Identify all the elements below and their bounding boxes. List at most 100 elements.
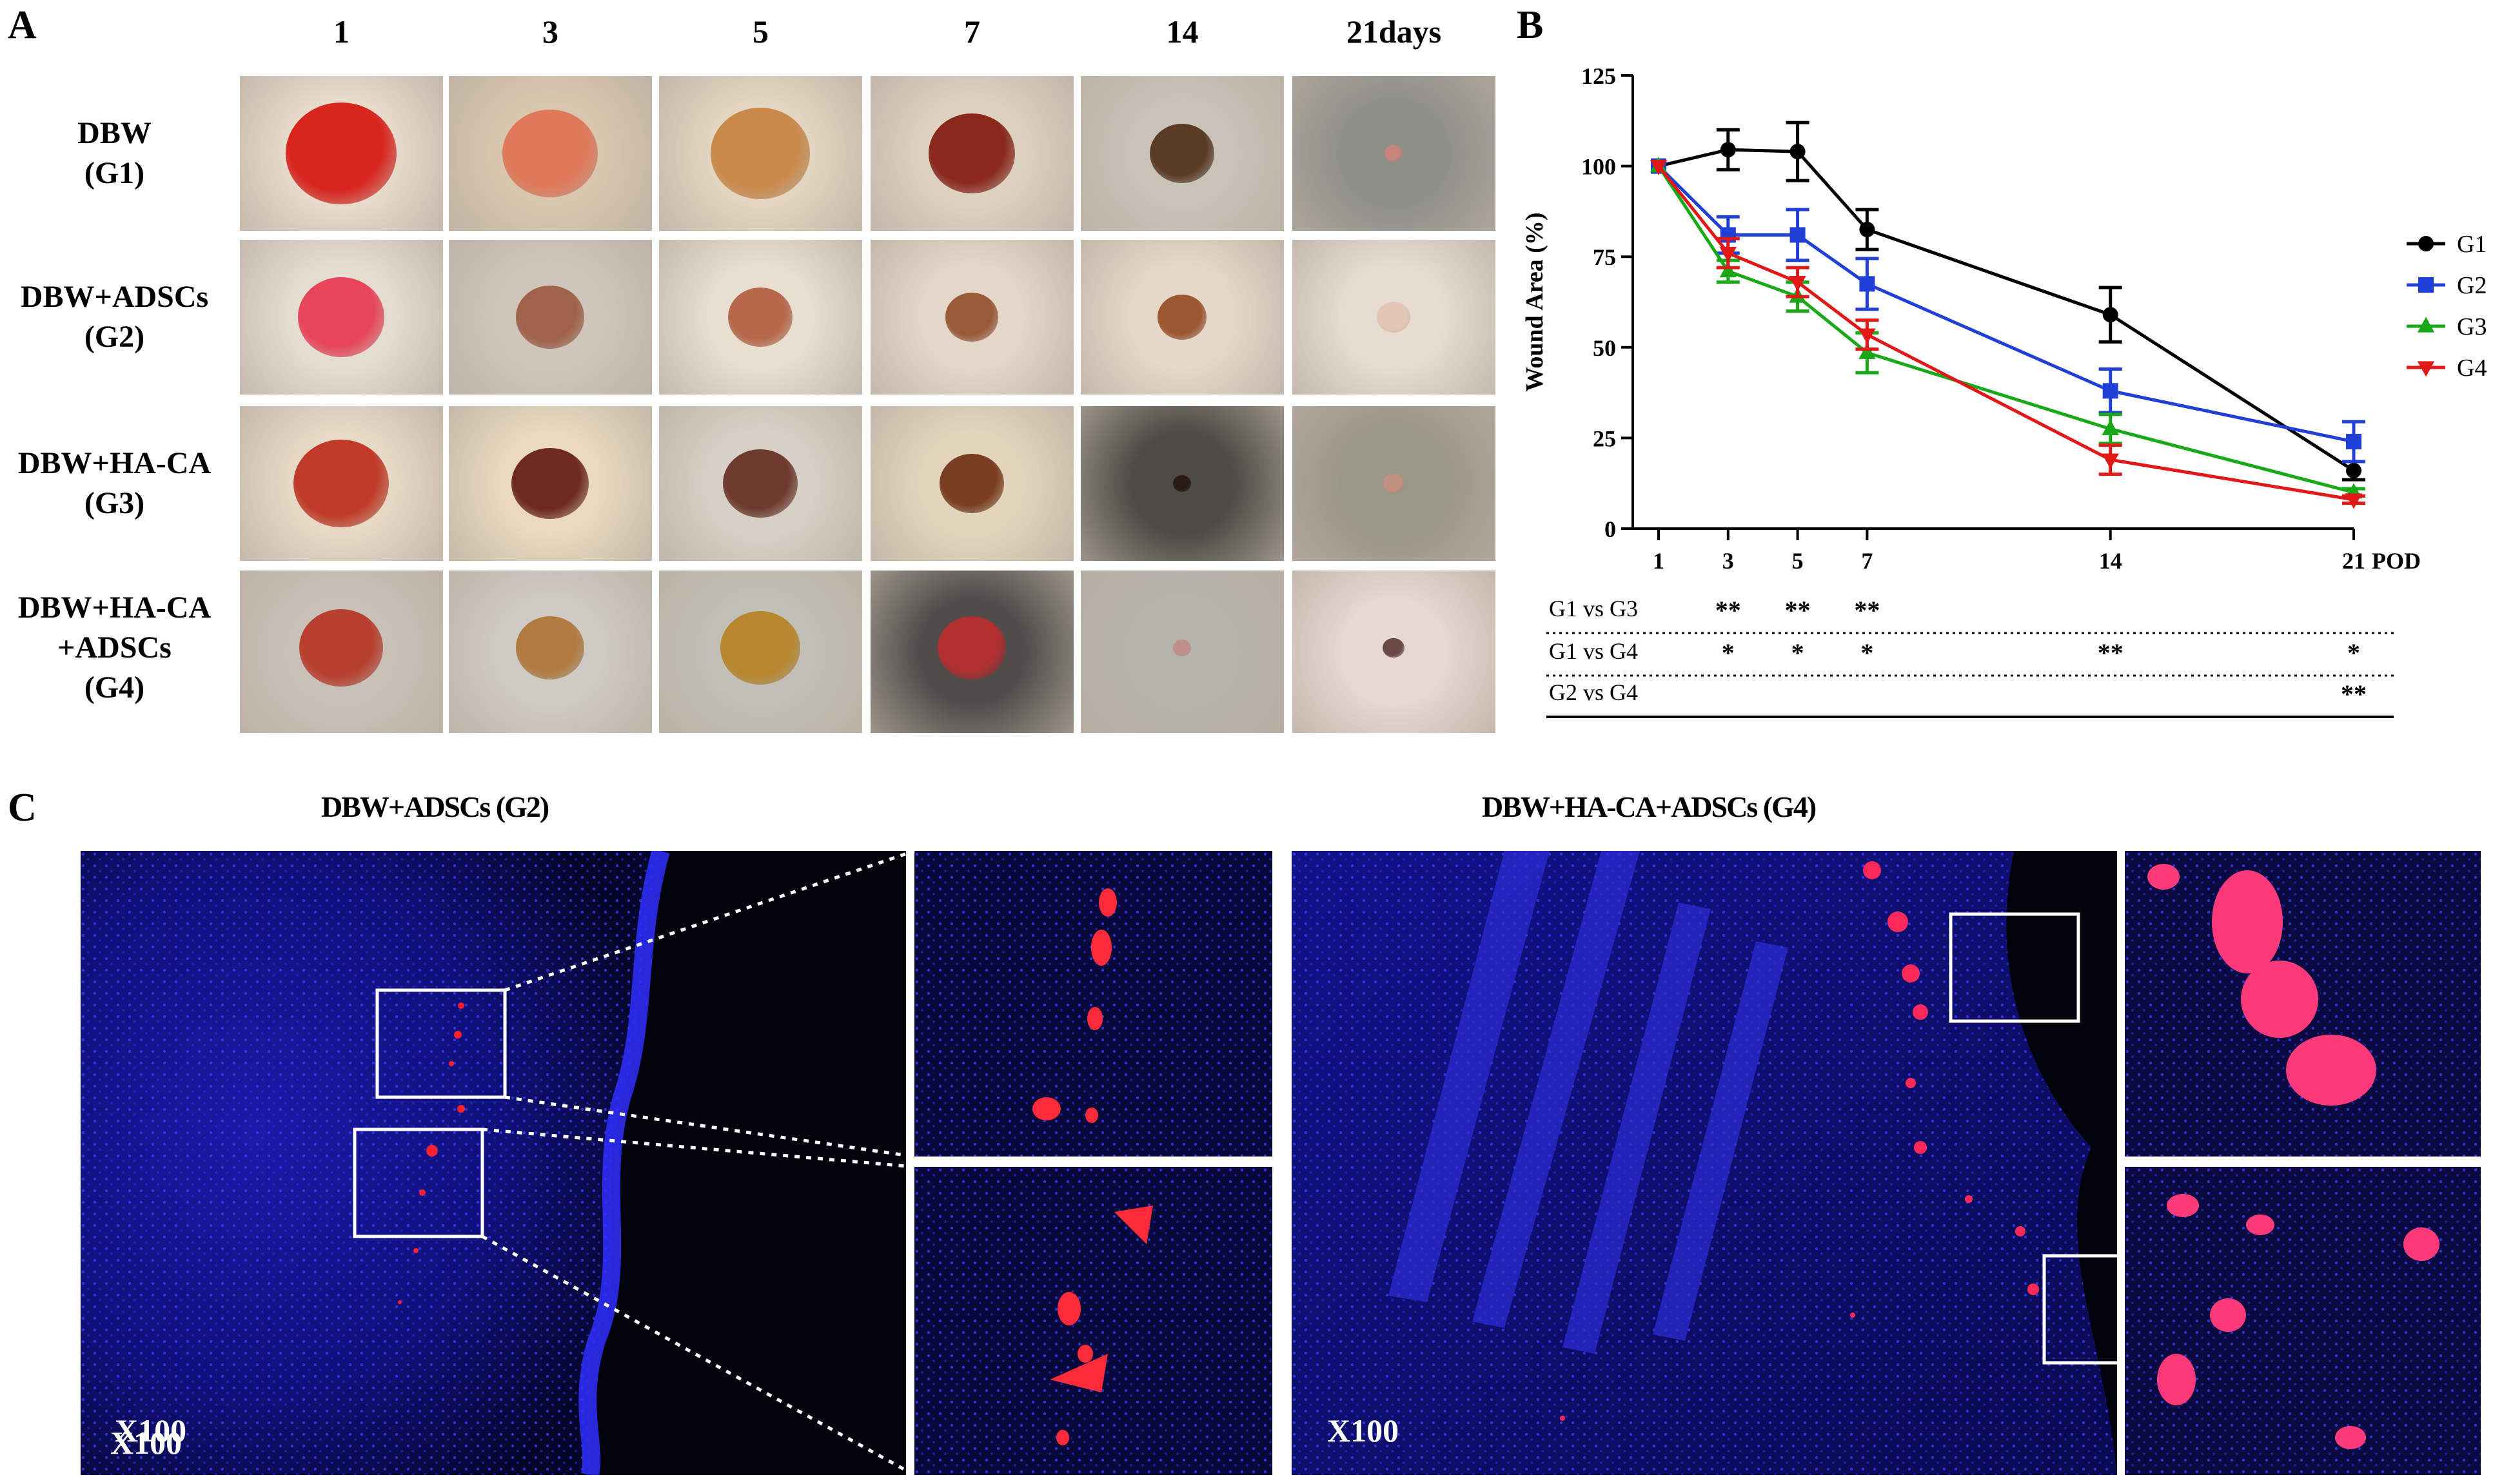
wound-photo: [871, 76, 1074, 231]
significance-mark: **: [2341, 679, 2367, 708]
legend-label: G2: [2457, 272, 2487, 299]
wound-photo: [659, 76, 862, 231]
significance-mark: **: [1785, 596, 1811, 625]
y-tick-label: 125: [1581, 63, 1616, 89]
y-tick-label: 100: [1581, 154, 1616, 180]
g4-zoom-top: [2125, 851, 2481, 1157]
x-axis-title: POD: [2372, 548, 2421, 574]
data-point: [1858, 328, 1876, 344]
data-point: [2102, 453, 2119, 469]
wound-photo: [659, 240, 862, 395]
x-tick-label: 7: [1861, 548, 1873, 574]
data-point: [1719, 246, 1737, 262]
significance-row-label: G1 vs G4: [1549, 638, 1638, 664]
g4-overview-image: [1292, 851, 2117, 1475]
legend-marker: [2417, 361, 2435, 377]
significance-row-label: G1 vs G3: [1549, 596, 1638, 621]
group-row-label-line: DBW+HA-CA: [17, 446, 212, 480]
wound-photo: [449, 76, 652, 231]
wound-photo: [240, 571, 443, 733]
group-row-label: DBW+HA-CA (G3): [0, 444, 229, 523]
significance-mark: **: [2098, 638, 2124, 667]
data-point: [1789, 227, 1806, 243]
legend-label: G1: [2457, 231, 2487, 258]
series-line: [1657, 164, 2354, 444]
g2-zoom-top: [914, 851, 1272, 1157]
right-fluorescence-title: DBW+HA-CA+ADSCs (G4): [1482, 790, 1817, 823]
left-fluorescence-title: DBW+ADSCs (G2): [321, 790, 549, 823]
wound-area-chart: 0 25 50 75 100 125 1 3 5 7 14 21 POD Wound Area (%) G…: [1521, 63, 2487, 718]
x-tick-label: 3: [1722, 548, 1734, 574]
day-label: 7: [964, 14, 980, 50]
legend-label: G4: [2457, 355, 2487, 382]
y-tick-label: 75: [1593, 244, 1616, 270]
data-point: [2102, 419, 2119, 435]
group-row-label-line: DBW+HA-CA: [17, 591, 212, 625]
chart-series: [1650, 121, 2365, 509]
legend-marker: [2418, 236, 2434, 251]
x-tick-label: 21: [2342, 548, 2365, 574]
significance-table: G1 vs G3 ** ** **G1 vs G4 * * * ** *G2 vs G4 **: [1546, 596, 2394, 718]
x-tick-label: 5: [1792, 548, 1804, 574]
significance-mark: *: [1791, 638, 1804, 667]
g4-magnification: X100: [1327, 1412, 1399, 1449]
group-row-label-line: (G4): [84, 670, 145, 705]
significance-mark: **: [1715, 596, 1741, 625]
wound-photo: [659, 571, 862, 733]
data-point: [2346, 463, 2361, 479]
wound-photo: [240, 406, 443, 561]
significance-mark: *: [1860, 638, 1873, 667]
data-point: [1789, 144, 1806, 160]
x-tick-label: 14: [2099, 548, 2122, 574]
wound-photo: [449, 240, 652, 395]
g4-zoom-bottom: [2125, 1167, 2481, 1475]
panel-a-letter: A: [8, 3, 37, 47]
data-point: [1789, 275, 1806, 291]
group-row-label-line: (G3): [84, 486, 145, 520]
group-row-label-line: DBW+ADSCs: [20, 280, 209, 314]
g2-zoom-bottom: [914, 1167, 1272, 1475]
chart-axes: 0 25 50 75 100 125 1 3 5 7 14 21 POD Wound Area (%): [1521, 63, 2421, 574]
group-row-label-line: (G2): [84, 320, 145, 354]
data-point: [1720, 142, 1736, 158]
g2-magnification-label: X100: [110, 1425, 182, 1461]
wound-photo: [659, 406, 862, 561]
wound-photo: [1081, 76, 1284, 231]
group-row-label-line: +ADSCs: [57, 630, 172, 665]
group-row-label: DBW (G1): [0, 113, 229, 193]
panel-b-letter: B: [1517, 3, 1544, 47]
wound-photo: [871, 240, 1074, 395]
legend-marker: [2418, 277, 2434, 293]
significance-mark: **: [1854, 596, 1880, 625]
y-tick-label: 25: [1593, 425, 1616, 451]
data-point: [1859, 276, 1875, 292]
legend-marker: [2417, 317, 2435, 333]
wound-photo: [240, 240, 443, 395]
wound-photo: [240, 76, 443, 231]
legend-label: G3: [2457, 313, 2487, 340]
data-point: [2102, 307, 2118, 323]
series-line: [1657, 165, 2354, 494]
y-axis-title: Wound Area (%): [1521, 212, 1548, 391]
y-tick-label: 0: [1604, 516, 1616, 542]
data-point: [1719, 262, 1737, 278]
data-point: [2345, 493, 2363, 509]
group-row-label-line: DBW: [77, 116, 152, 150]
data-point: [1650, 160, 1668, 175]
wound-photo: [871, 571, 1074, 733]
data-point: [2102, 383, 2118, 399]
wound-photo: [1292, 76, 1495, 231]
series-line: [1658, 148, 2355, 473]
group-row-label: DBW+HA-CA +ADSCs (G4): [0, 588, 229, 708]
wound-photo: [449, 571, 652, 733]
series-g4: [1650, 160, 2365, 509]
x-tick-label: 1: [1653, 548, 1664, 574]
wound-photo: [871, 406, 1074, 561]
data-point: [1858, 343, 1876, 359]
day-label: 14: [1166, 14, 1199, 50]
group-row-label: DBW+ADSCs (G2): [0, 277, 229, 357]
data-point: [2346, 434, 2361, 450]
group-row-label-line: (G1): [84, 156, 145, 190]
g2-magnification: X100: [115, 1412, 187, 1449]
significance-mark: *: [2347, 638, 2360, 667]
